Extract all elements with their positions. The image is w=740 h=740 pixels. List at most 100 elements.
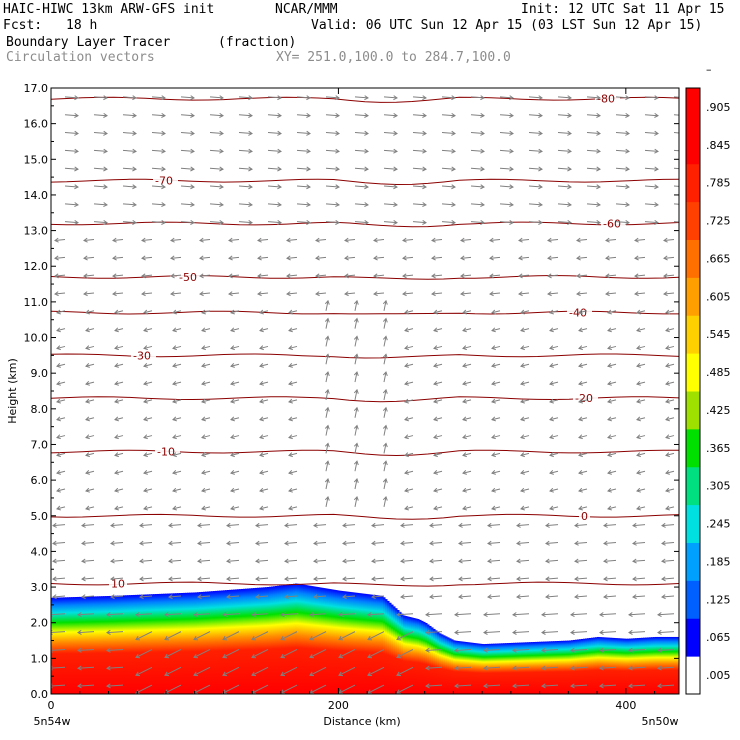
vector-arrow	[64, 185, 79, 188]
vector-arrow-head	[509, 184, 514, 190]
vector-arrow	[528, 167, 543, 170]
vector-arrow	[85, 470, 95, 474]
vector-arrow	[151, 203, 166, 206]
tracer-strip	[89, 596, 92, 694]
vector-arrow-head	[103, 130, 108, 136]
vector-arrow-head	[404, 416, 409, 422]
vector-arrow-head	[634, 237, 639, 243]
vector-arrow	[402, 274, 414, 277]
y-tick-label: 13.0	[24, 225, 49, 238]
vector-arrow	[396, 666, 414, 676]
vector-arrow-head	[201, 363, 206, 368]
vector-arrow-head	[596, 148, 601, 154]
tracer-strip	[57, 597, 60, 694]
vector-arrow-head	[248, 219, 253, 225]
vector-arrow-head	[487, 522, 492, 528]
vector-arrow	[603, 542, 617, 544]
vector-arrow	[64, 149, 79, 152]
vector-arrow	[545, 595, 559, 598]
tracer-strip	[393, 606, 396, 694]
vector-arrow	[636, 399, 646, 403]
vector-arrow	[663, 239, 675, 241]
vector-arrow	[512, 666, 530, 669]
vector-arrow-head	[462, 363, 467, 368]
vector-arrow-head	[139, 558, 144, 564]
vector-arrow	[354, 461, 358, 472]
vector-arrow-head	[429, 540, 434, 546]
vector-arrow	[615, 149, 630, 152]
vector-arrow	[354, 167, 369, 170]
vector-arrow-head	[338, 612, 343, 618]
vector-arrow-head	[172, 434, 177, 440]
vector-arrow	[371, 595, 385, 598]
vector-arrow	[454, 631, 472, 634]
vector-arrow-head	[578, 398, 583, 404]
x-axis: 0 200 400	[48, 88, 656, 712]
vector-arrow-head	[458, 594, 463, 600]
tracer-strip	[63, 597, 66, 694]
vector-arrow	[209, 149, 224, 152]
vector-arrow-head	[230, 380, 235, 386]
vector-arrow-head	[288, 416, 293, 422]
tracer-strip	[583, 638, 586, 694]
vector-arrow-head	[288, 470, 293, 475]
tracer-strip	[155, 594, 158, 694]
vector-arrow	[541, 684, 559, 687]
tracer-strip	[327, 588, 330, 694]
vector-arrow-head	[654, 148, 659, 154]
vector-arrow-head	[371, 522, 376, 528]
vector-arrow	[230, 310, 240, 314]
tracer-strip	[135, 594, 138, 694]
vector-arrow-head	[309, 635, 315, 641]
vector-arrow-head	[460, 255, 465, 261]
vector-arrow-head	[665, 434, 670, 440]
vector-arrow	[396, 613, 414, 616]
vector-arrow-head	[85, 470, 90, 475]
vector-arrow-head	[219, 112, 224, 118]
tracer-strip	[643, 637, 646, 694]
tracer-strip	[359, 593, 362, 694]
vector-arrow	[425, 666, 443, 669]
vector-arrow-head	[599, 629, 604, 635]
tracer-strip	[237, 589, 240, 694]
vector-arrow	[516, 524, 530, 527]
vector-arrow-head	[135, 671, 141, 677]
vector-arrow	[371, 542, 385, 544]
vector-arrow-head	[172, 398, 177, 404]
tracer-strip	[437, 631, 440, 694]
vector-arrow	[634, 256, 646, 259]
vector-arrow	[56, 417, 66, 421]
vector-arrow-head	[451, 112, 456, 118]
vector-arrow-head	[288, 345, 293, 351]
tracer-strip	[75, 597, 78, 694]
vector-arrow-head	[512, 612, 517, 618]
vector-arrow-head	[288, 380, 293, 386]
vector-arrow-head	[114, 487, 119, 493]
vector-arrow-head	[52, 522, 57, 528]
vector-arrow	[458, 559, 472, 562]
vector-arrow	[201, 345, 211, 349]
vector-arrow-head	[132, 130, 137, 136]
vector-arrow-head	[520, 345, 525, 351]
vector-arrow-head	[114, 327, 119, 333]
tracer-strip	[305, 585, 308, 694]
vector-arrow	[64, 203, 79, 206]
tracer-strip	[623, 638, 626, 694]
vector-arrow-head	[574, 594, 579, 600]
vector-arrow	[259, 506, 269, 510]
vector-arrow-head	[172, 487, 177, 493]
vector-arrow-head	[462, 398, 467, 404]
tracer-strip	[667, 636, 670, 694]
vector-arrow	[578, 452, 588, 456]
tracer-strip	[331, 589, 334, 694]
vector-arrow	[518, 239, 530, 241]
vector-arrow	[549, 381, 559, 385]
vector-arrow-head	[574, 540, 579, 546]
vector-arrow	[431, 256, 443, 259]
vector-arrow	[51, 648, 66, 651]
vector-arrow	[636, 488, 646, 492]
vector-arrow	[383, 425, 387, 436]
vector-arrow-head	[342, 540, 347, 546]
vector-arrow	[663, 292, 675, 295]
vector-arrow-head	[433, 398, 438, 404]
